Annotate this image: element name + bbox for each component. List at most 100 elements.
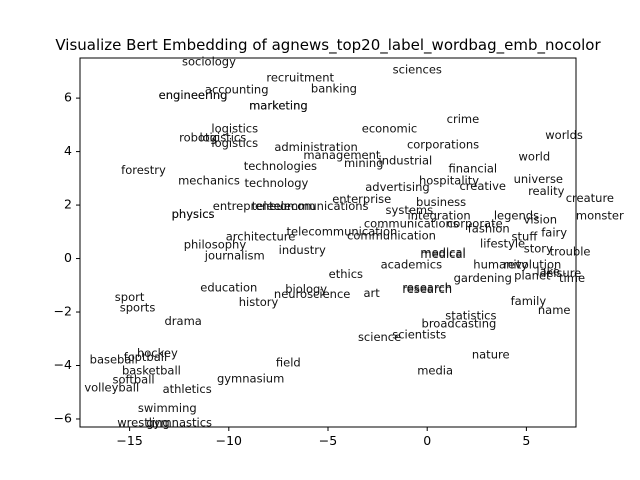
word-point: telecommunication xyxy=(286,224,397,238)
word-point: name xyxy=(538,303,571,317)
word-point: corporations xyxy=(407,137,479,151)
word-point: physics xyxy=(172,207,215,221)
word-point: communication xyxy=(347,228,436,242)
word-point: forestry xyxy=(121,163,166,177)
word-point: enterprise xyxy=(332,192,391,206)
word-point: fashion xyxy=(468,222,510,236)
word-point: time xyxy=(559,271,585,285)
word-point: physics xyxy=(172,207,215,221)
word-point: sciences xyxy=(393,63,442,77)
word-point: research xyxy=(402,280,452,294)
word-point: telecommunications xyxy=(252,199,369,213)
word-point: engineering xyxy=(159,88,228,102)
y-tick-label: 6 xyxy=(64,90,72,105)
word-point: media xyxy=(417,363,453,377)
word-point: technology xyxy=(244,176,308,190)
word-point: accounting xyxy=(205,83,269,97)
x-tick-label: 0 xyxy=(423,433,431,448)
word-point: telecom xyxy=(269,199,315,213)
word-point: swimming xyxy=(138,401,197,415)
word-point: trouble xyxy=(550,244,591,258)
word-point: management xyxy=(303,148,381,162)
y-tick-label: 0 xyxy=(64,250,72,265)
word-point: monster xyxy=(576,208,624,222)
word-point: entrepreneur xyxy=(213,199,289,213)
word-point: economic xyxy=(362,121,417,135)
word-point: fairy xyxy=(541,226,567,240)
word-point: revolution xyxy=(503,258,561,272)
word-point: creature xyxy=(566,191,614,205)
word-point: journalism xyxy=(204,248,265,262)
word-point: baseball xyxy=(90,353,138,367)
x-axis: −15 −10 −5 0 5 xyxy=(116,427,530,448)
word-point: logistics xyxy=(199,131,246,145)
word-point: athletics xyxy=(163,382,212,396)
word-point: business xyxy=(416,195,466,209)
word-point: gymnasium xyxy=(217,371,284,385)
word-point: medical xyxy=(420,247,465,261)
word-point: softball xyxy=(113,373,155,387)
word-point: crime xyxy=(447,112,480,126)
y-tick-label: 2 xyxy=(64,197,72,212)
x-tick-label: −10 xyxy=(216,433,242,448)
word-point: banking xyxy=(311,81,357,95)
x-tick-label: 5 xyxy=(522,433,530,448)
word-point: administration xyxy=(274,140,358,154)
word-point: marketing xyxy=(249,99,308,113)
word-point: technologies xyxy=(244,159,317,173)
word-point: sociology xyxy=(182,55,236,69)
word-point: integration xyxy=(408,208,471,222)
word-point: football xyxy=(124,350,167,364)
word-point: medical xyxy=(420,246,465,260)
word-point: leisure xyxy=(543,266,581,280)
word-point: legends xyxy=(494,208,539,222)
word-point: mining xyxy=(344,156,383,170)
word-point: history xyxy=(239,295,279,309)
word-point: nature xyxy=(472,347,510,361)
y-tick-label: −4 xyxy=(54,357,72,372)
word-point: financial xyxy=(449,161,498,175)
word-point: reality xyxy=(528,184,564,198)
word-point: sports xyxy=(120,301,156,315)
word-point: marketing xyxy=(249,99,308,113)
x-tick-label: −15 xyxy=(116,433,142,448)
word-point: drama xyxy=(165,314,202,328)
word-point: engineering xyxy=(159,88,228,102)
word-point: industry xyxy=(279,243,326,257)
word-point: industrial xyxy=(379,153,433,167)
word-point: architecture xyxy=(226,230,296,244)
word-point: logistics xyxy=(211,121,258,135)
word-point: world xyxy=(519,149,551,163)
word-point: hockey xyxy=(137,346,178,360)
word-point: planet xyxy=(514,268,551,282)
word-point: wrestling xyxy=(117,415,169,429)
word-point: robotic xyxy=(179,131,219,145)
word-point: systems xyxy=(386,203,434,217)
word-point: mechanics xyxy=(178,174,240,188)
word-point: statistics xyxy=(445,309,496,323)
y-tick-label: 4 xyxy=(64,143,72,158)
word-point: science xyxy=(358,330,401,344)
word-point: education xyxy=(200,280,257,294)
y-tick-label: −2 xyxy=(54,304,72,319)
word-point: academics xyxy=(381,258,443,272)
word-point: broadcasting xyxy=(422,317,497,331)
word-point: recruitment xyxy=(266,71,334,85)
word-point: neuroscience xyxy=(274,287,350,301)
word-point: humanity xyxy=(473,258,528,272)
y-tick-label: −6 xyxy=(54,410,72,425)
x-tick-label: −5 xyxy=(319,433,337,448)
word-point: lake xyxy=(536,264,560,278)
word-point: logistics xyxy=(211,136,258,150)
word-point: story xyxy=(524,242,553,256)
word-point: volleyball xyxy=(84,381,139,395)
word-point: ethics xyxy=(329,267,363,281)
word-point: sport xyxy=(115,290,145,304)
word-point: field xyxy=(276,355,301,369)
word-point: family xyxy=(511,294,547,308)
word-point: stuff xyxy=(512,230,539,244)
word-point: universe xyxy=(514,172,563,186)
word-point: gardening xyxy=(454,271,512,285)
